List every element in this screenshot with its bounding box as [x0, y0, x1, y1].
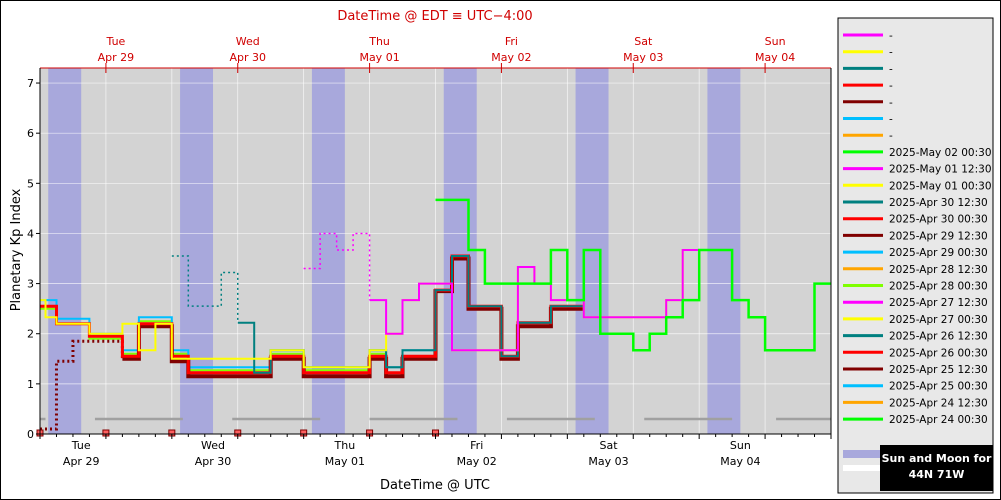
legend-moon-swatch: [843, 465, 883, 471]
series-2025-may-01-12-30: [369, 249, 716, 352]
y-tick-label: 2: [27, 328, 34, 341]
top-tick-day: Wed: [236, 35, 260, 48]
legend-entry-label: -: [889, 30, 893, 42]
legend-entry-label: 2025-Apr 30 12:30: [889, 197, 988, 209]
y-tick-label: 4: [27, 227, 34, 240]
legend-entry-label: 2025-Apr 30 00:30: [889, 214, 988, 226]
night-band: [48, 68, 82, 434]
legend-night-swatch: [843, 450, 883, 458]
legend-entry-label: -: [889, 130, 893, 142]
top-tick-day: Sun: [765, 35, 786, 48]
legend-entry-label: 2025-Apr 25 12:30: [889, 364, 988, 376]
legend: - - - - - - - 2025-May 02 00:30 2025-May 01 12:3…: [837, 17, 994, 494]
x-tick-day: Wed: [201, 439, 225, 452]
legend-entry-label: -: [889, 63, 893, 75]
legend-entry-label: -: [889, 114, 893, 126]
x-tick-day: Thu: [334, 439, 356, 452]
top-tick-date: May 04: [755, 51, 795, 64]
series-2025-apr-29-12-30-forecast: [40, 339, 124, 431]
legend-entry-label: -: [889, 80, 893, 92]
x-tick-date: May 03: [588, 455, 628, 468]
top-tick-day: Thu: [368, 35, 390, 48]
top-tick-date: May 02: [491, 51, 531, 64]
top-tick-date: May 01: [359, 51, 399, 64]
x-tick-day: Sat: [600, 439, 619, 452]
legend-entry-label: 2025-Apr 26 12:30: [889, 331, 988, 343]
top-tick-date: Apr 30: [229, 51, 266, 64]
y-tick-label: 0: [27, 428, 34, 441]
legend-entry-label: 2025-Apr 28 12:30: [889, 264, 988, 276]
y-tick-label: 5: [27, 177, 34, 190]
y-tick-label: 6: [27, 127, 34, 140]
y-tick-label: 3: [27, 278, 34, 291]
x-axis-label: DateTime @ UTC: [380, 478, 490, 493]
top-tick-date: Apr 29: [98, 51, 135, 64]
axes: 0 1 2 3 4 5 6 7 Tue Apr 29 Wed Apr 30 Thu May 01 Fri Ma…: [27, 35, 832, 468]
x-tick-day: Tue: [71, 439, 91, 452]
legend-entry-label: -: [889, 97, 893, 109]
night-band: [311, 68, 345, 434]
legend-entry-label: 2025-May 01 00:30: [889, 180, 992, 192]
legend-entry-label: 2025-Apr 29 12:30: [889, 230, 988, 242]
chart-title: DateTime @ EDT ≡ UTC−4:00: [337, 9, 532, 24]
top-tick-day: Sat: [634, 35, 653, 48]
sun-moon-label: Sun and Moon for 44N 71W: [880, 445, 993, 491]
y-tick-label: 7: [27, 77, 34, 90]
series-2025-may-02-00-30: [435, 198, 831, 352]
legend-entry-label: 2025-May 01 12:30: [889, 164, 992, 176]
legend-entry-label: 2025-Apr 27 12:30: [889, 297, 988, 309]
y-axis-label: Planetary Kp Index: [9, 188, 24, 311]
sun-moon-label-line1: Sun and Moon for: [881, 452, 992, 465]
x-tick-day: Sun: [730, 439, 751, 452]
legend-entry-label: 2025-Apr 27 00:30: [889, 314, 988, 326]
legend-entry-label: 2025-May 02 00:30: [889, 147, 992, 159]
night-band: [180, 68, 214, 434]
x-tick-date: May 01: [325, 455, 365, 468]
x-tick-date: Apr 30: [195, 455, 232, 468]
legend-entry-label: -: [889, 47, 893, 59]
sun-moon-label-line2: 44N 71W: [908, 468, 965, 481]
plot-area: [36, 68, 832, 437]
top-tick-date: May 03: [623, 51, 663, 64]
legend-entry-label: 2025-Apr 24 00:30: [889, 414, 988, 426]
top-tick-day: Fri: [505, 35, 518, 48]
top-tick-day: Tue: [106, 35, 126, 48]
legend-entry-label: 2025-Apr 28 00:30: [889, 281, 988, 293]
legend-entry-label: 2025-Apr 25 00:30: [889, 381, 988, 393]
x-tick-date: May 04: [720, 455, 760, 468]
legend-entry-label: 2025-Apr 26 00:30: [889, 347, 988, 359]
legend-entry-label: 2025-Apr 29 00:30: [889, 247, 988, 259]
legend-box: [837, 17, 994, 494]
legend-entry-label: 2025-Apr 24 12:30: [889, 397, 988, 409]
x-tick-date: May 02: [457, 455, 497, 468]
x-tick-day: Fri: [470, 439, 483, 452]
x-tick-date: Apr 29: [63, 455, 100, 468]
y-tick-label: 1: [27, 378, 34, 391]
series-2025-apr-30-12-30-forecast: [171, 255, 239, 323]
